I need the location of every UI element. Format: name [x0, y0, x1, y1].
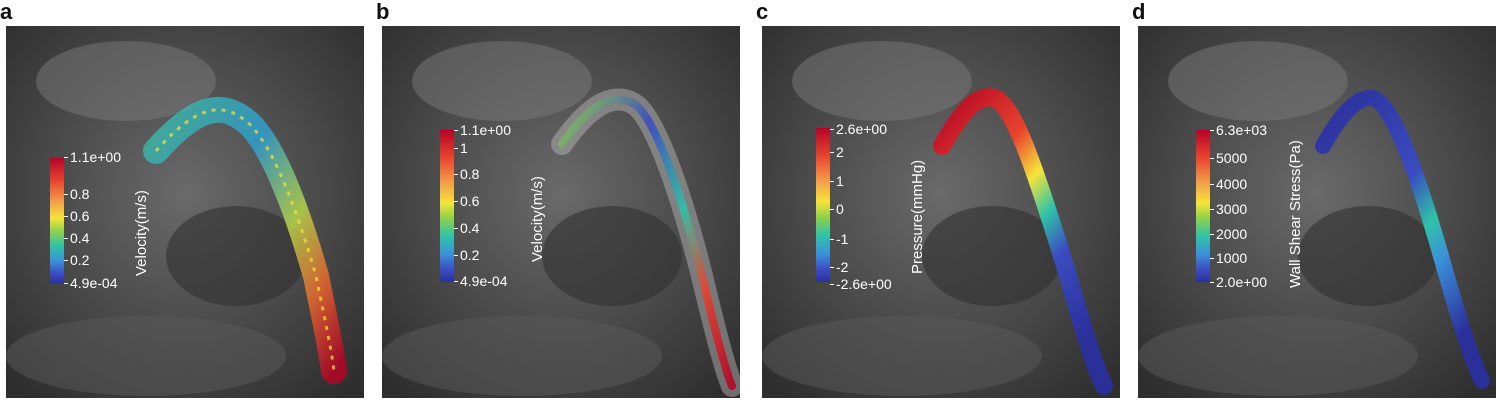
colorbar-tick: 1000	[1209, 250, 1248, 266]
colorbar-quantity-label: Wall Shear Stress(Pa)	[1287, 140, 1304, 288]
panel-letter: a	[0, 0, 13, 24]
colorbar-tick: 0.4	[63, 230, 90, 246]
colorbar-tick: 0.4	[453, 220, 480, 236]
colorbar-tick: 0.2	[63, 252, 90, 268]
colorbar-quantity-label: Velocity(m/s)	[529, 176, 546, 262]
colorbar-tick: -1	[829, 231, 849, 247]
colorbar-tick: 1	[454, 140, 468, 156]
colorbar-tick: 2.6e+00	[830, 121, 887, 137]
mri-image: 1.1e+00 1 0.8 0.6 0.4 0.2 4.9e-04 Veloci…	[382, 26, 740, 398]
colorbar-tick: 2	[830, 144, 844, 160]
panel-c: c 2.6e+00 2 1 0 -1 -2 -2.	[756, 0, 1122, 402]
colorbar-tick: 0.6	[63, 208, 90, 224]
color-bar	[50, 158, 64, 284]
color-bar	[1196, 130, 1210, 282]
colorbar-tick: 6.3e+03	[1210, 122, 1267, 138]
panel-a: a 1.1e+00 0.8 0.6 0.4 0.2	[0, 0, 366, 402]
colorbar-tick: -2	[829, 259, 849, 275]
panel-d: d 6.3e+03 5000 4000 3000 2000	[1132, 0, 1496, 402]
colorbar-tick: 2.0e+00	[1210, 274, 1267, 290]
panel-letter: c	[756, 0, 769, 24]
colorbar-quantity-label: Velocity(m/s)	[133, 190, 150, 276]
colorbar-tick: 0.8	[63, 186, 90, 202]
colorbar-tick: 0.2	[453, 247, 480, 263]
colorbar-tick: 0	[830, 201, 844, 217]
colorbar-tick: 2000	[1209, 226, 1248, 242]
colorbar-tick: 4.9e-04	[453, 273, 508, 289]
colorbar-tick: 1	[830, 173, 844, 189]
colorbar-tick: 1.1e+00	[64, 149, 121, 165]
panel-letter: b	[376, 0, 390, 24]
colorbar-tick: -2.6e+00	[830, 276, 892, 292]
mri-image: 1.1e+00 0.8 0.6 0.4 0.2 4.9e-04 Velocity…	[6, 26, 364, 398]
panel-letter: d	[1132, 0, 1146, 24]
colorbar-tick: 1.1e+00	[454, 122, 511, 138]
colorbar-quantity-label: Pressure(mmHg)	[909, 159, 926, 274]
colorbar-tick: 3000	[1209, 201, 1248, 217]
panel-b: b 1.1e+00 1 0.8 0.6 0.4	[376, 0, 742, 402]
mri-background	[382, 26, 740, 398]
colorbar-tick: 0.6	[453, 193, 480, 209]
mri-background	[6, 26, 364, 398]
colorbar-tick: 0.8	[453, 166, 480, 182]
color-bar	[440, 130, 454, 282]
mri-image: 2.6e+00 2 1 0 -1 -2 -2.6e+00 Pressure(mm…	[762, 26, 1120, 398]
mri-background	[1138, 26, 1496, 398]
mri-image: 6.3e+03 5000 4000 3000 2000 1000 2.0e+00…	[1138, 26, 1496, 398]
colorbar-tick: 5000	[1209, 150, 1248, 166]
colorbar-tick: 4000	[1209, 176, 1248, 192]
color-bar	[816, 128, 830, 282]
colorbar-tick: 4.9e-04	[63, 275, 118, 291]
